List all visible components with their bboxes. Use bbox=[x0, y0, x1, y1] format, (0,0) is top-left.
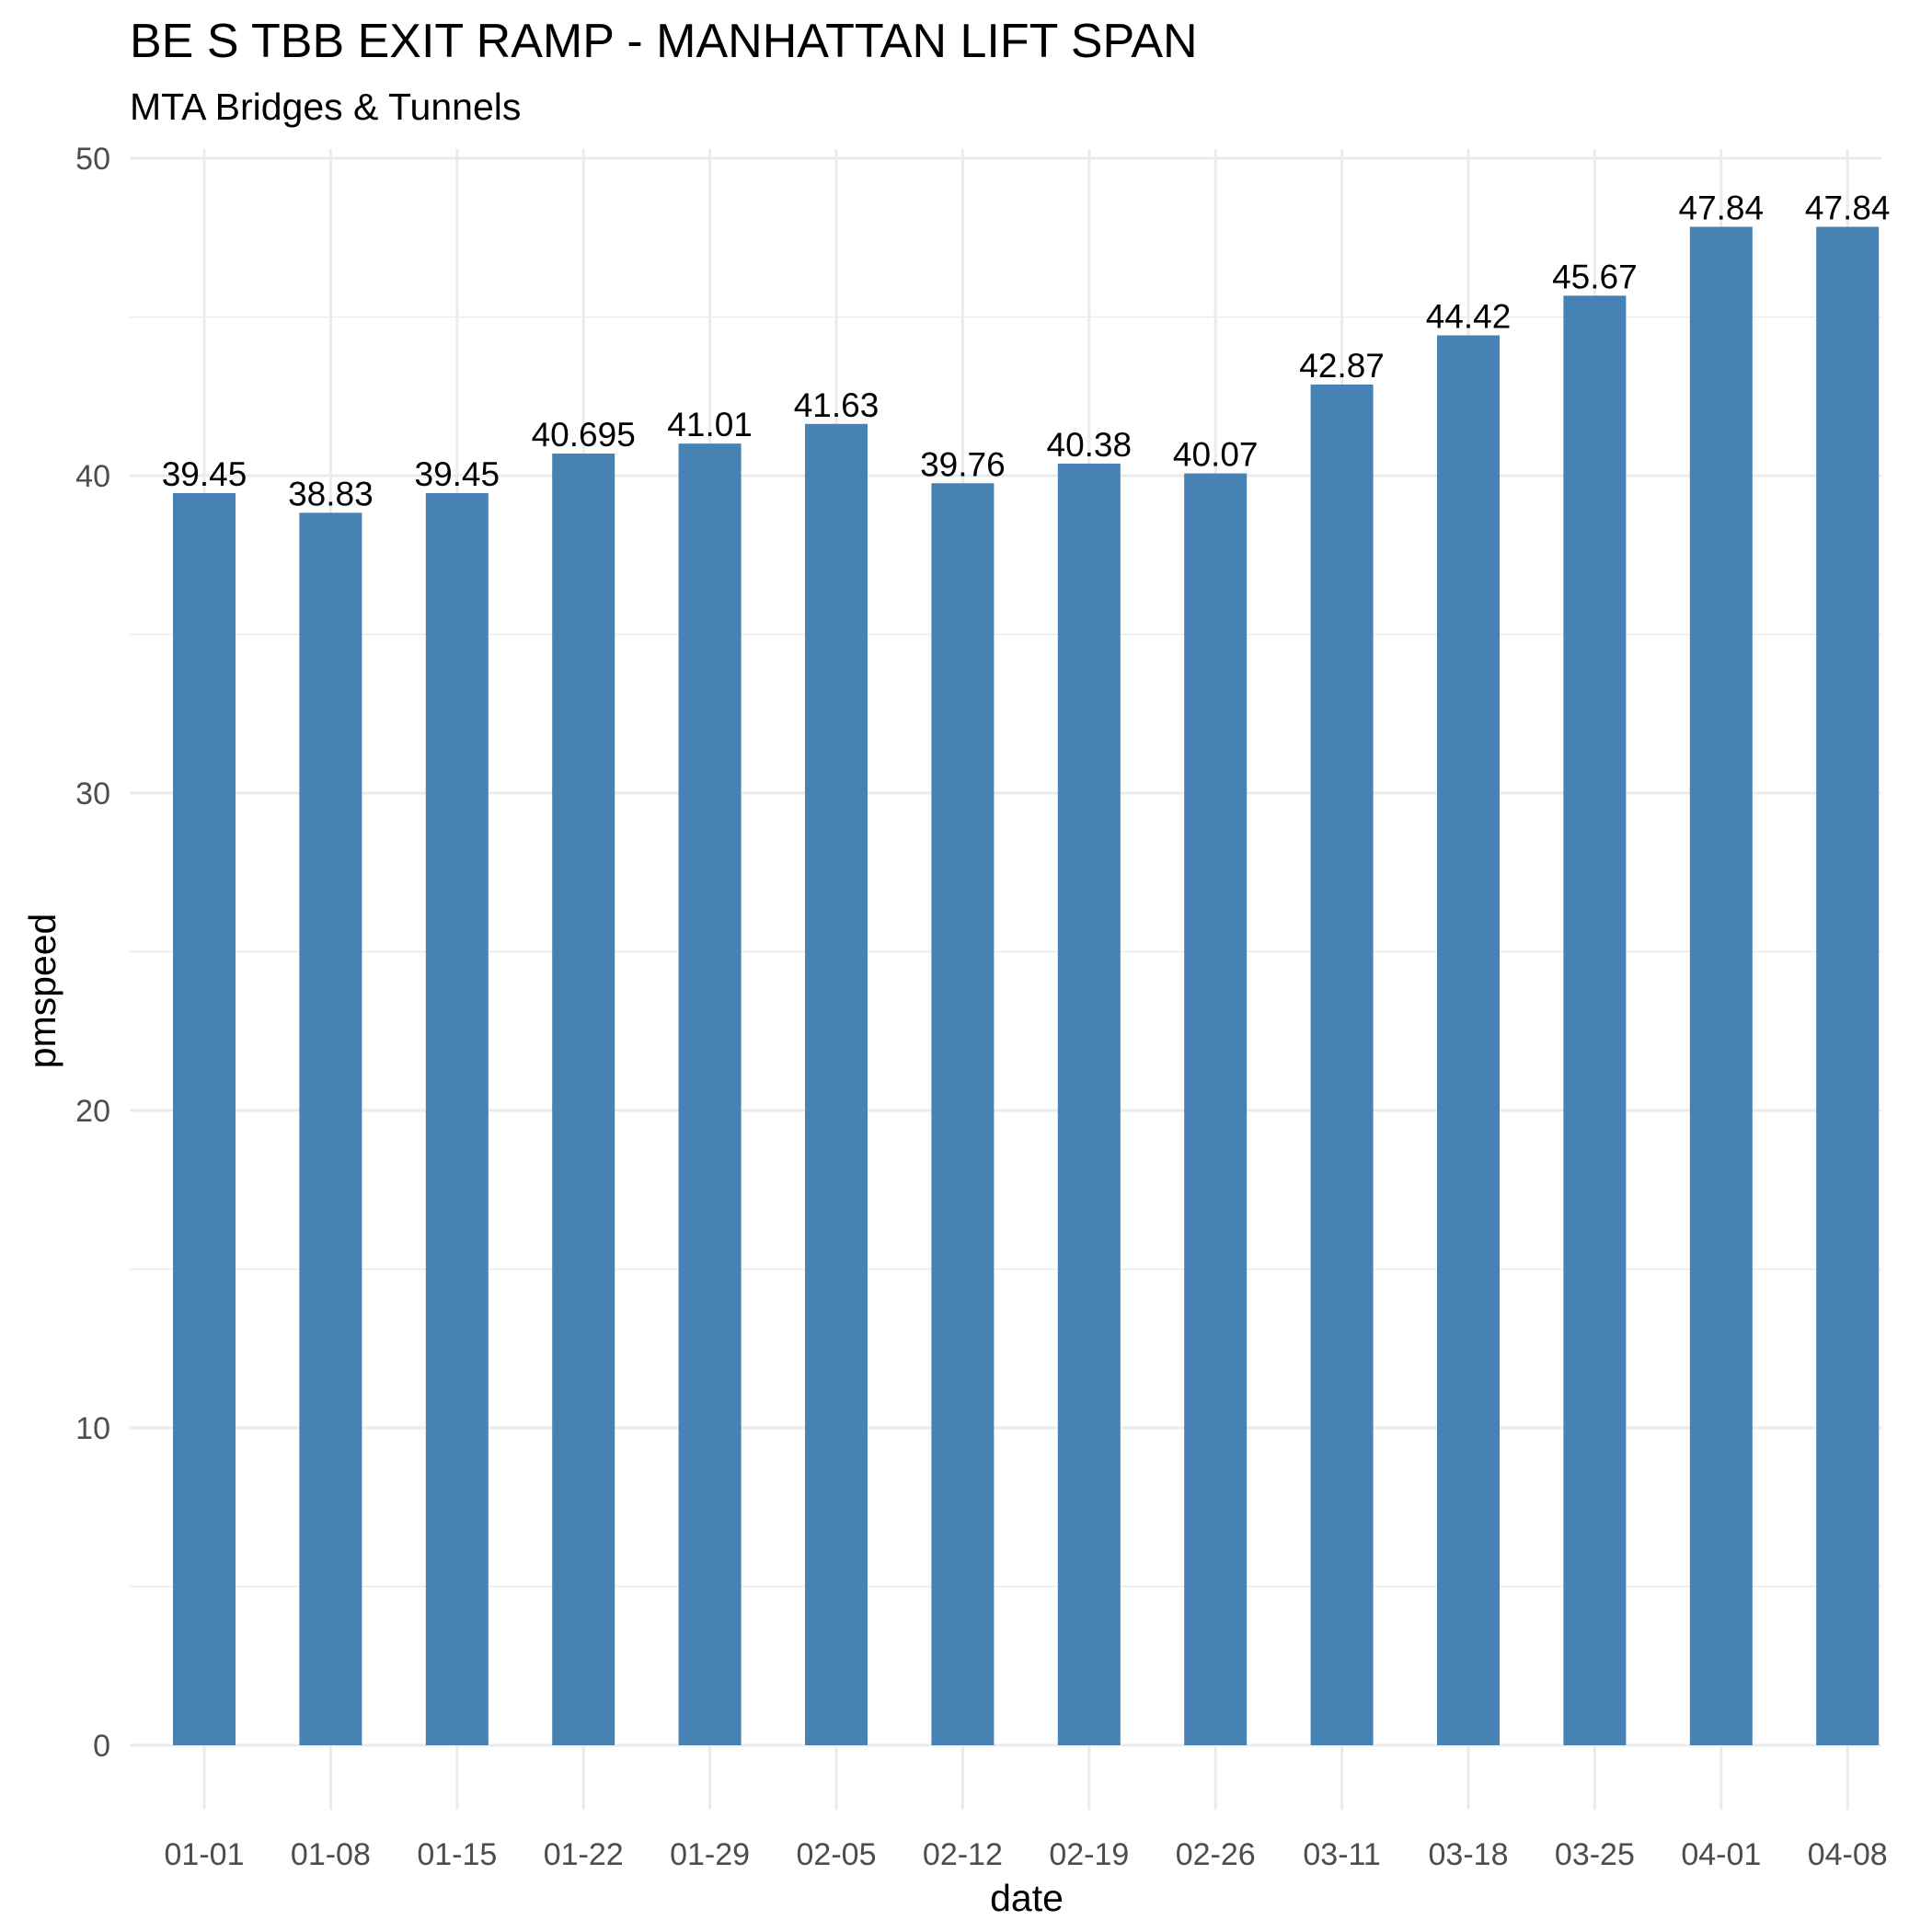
bar bbox=[678, 443, 742, 1745]
bar bbox=[1689, 226, 1753, 1745]
bar-value-label: 40.07 bbox=[1173, 436, 1259, 474]
bar-value-label: 47.84 bbox=[1679, 190, 1765, 227]
y-tick-label: 50 bbox=[75, 142, 110, 177]
y-axis-title: pmspeed bbox=[21, 914, 63, 1069]
bar-value-label: 41.01 bbox=[667, 406, 753, 443]
chart-title: BE S TBB EXIT RAMP - MANHATTAN LIFT SPAN bbox=[130, 15, 1198, 68]
bar bbox=[552, 454, 615, 1746]
x-tick-label: 01-29 bbox=[670, 1837, 750, 1872]
x-tick-label: 04-08 bbox=[1808, 1837, 1888, 1872]
x-tick-label: 02-26 bbox=[1176, 1837, 1256, 1872]
y-tick-label: 40 bbox=[75, 459, 110, 494]
bar bbox=[1563, 295, 1627, 1745]
y-axis-ticks: 0 10 20 30 40 50 bbox=[75, 142, 110, 1764]
x-tick-label: 03-18 bbox=[1429, 1837, 1509, 1872]
x-tick-label: 03-25 bbox=[1555, 1837, 1635, 1872]
chart-subtitle: MTA Bridges & Tunnels bbox=[130, 86, 521, 128]
bar-value-label: 41.63 bbox=[794, 386, 880, 424]
bar bbox=[299, 512, 362, 1745]
bar-value-label: 38.83 bbox=[288, 475, 374, 512]
data-labels: 39.45 38.83 39.45 40.695 41.01 41.63 39.76 40.3… bbox=[162, 190, 1891, 513]
bar bbox=[1184, 473, 1248, 1746]
bar-value-label: 47.84 bbox=[1805, 190, 1891, 227]
bar-value-label: 45.67 bbox=[1552, 258, 1638, 295]
bars bbox=[173, 226, 1880, 1746]
bar bbox=[173, 492, 236, 1745]
x-tick-label: 02-19 bbox=[1049, 1837, 1129, 1872]
bar-value-label: 39.45 bbox=[415, 455, 500, 493]
x-tick-label: 02-05 bbox=[797, 1837, 877, 1872]
x-tick-label: 01-01 bbox=[165, 1837, 245, 1872]
x-tick-label: 01-22 bbox=[544, 1837, 624, 1872]
y-tick-label: 30 bbox=[75, 776, 110, 811]
bar bbox=[805, 423, 868, 1745]
bar-value-label: 39.76 bbox=[920, 445, 1006, 483]
bar bbox=[931, 483, 995, 1745]
bar bbox=[425, 492, 489, 1745]
bar bbox=[1816, 226, 1880, 1745]
y-tick-label: 0 bbox=[93, 1729, 110, 1764]
x-tick-label: 01-15 bbox=[417, 1837, 497, 1872]
bar bbox=[1310, 384, 1374, 1745]
bar bbox=[1437, 335, 1500, 1745]
bar-value-label: 44.42 bbox=[1426, 298, 1512, 336]
x-tick-label: 04-01 bbox=[1681, 1837, 1761, 1872]
x-axis-ticks: 01-01 01-08 01-15 01-22 01-29 02-05 02-12 02-19… bbox=[165, 1837, 1888, 1872]
x-tick-label: 01-08 bbox=[291, 1837, 371, 1872]
x-tick-label: 03-11 bbox=[1303, 1837, 1380, 1872]
y-tick-label: 20 bbox=[75, 1094, 110, 1129]
y-tick-label: 10 bbox=[75, 1411, 110, 1446]
bar-value-label: 40.38 bbox=[1047, 426, 1133, 464]
bar-value-label: 42.87 bbox=[1299, 347, 1385, 385]
x-tick-label: 02-12 bbox=[923, 1837, 1003, 1872]
bar bbox=[1057, 463, 1121, 1745]
bar-value-label: 39.45 bbox=[162, 455, 247, 493]
x-axis-title: date bbox=[990, 1877, 1064, 1919]
bar-value-label: 40.695 bbox=[532, 416, 636, 454]
